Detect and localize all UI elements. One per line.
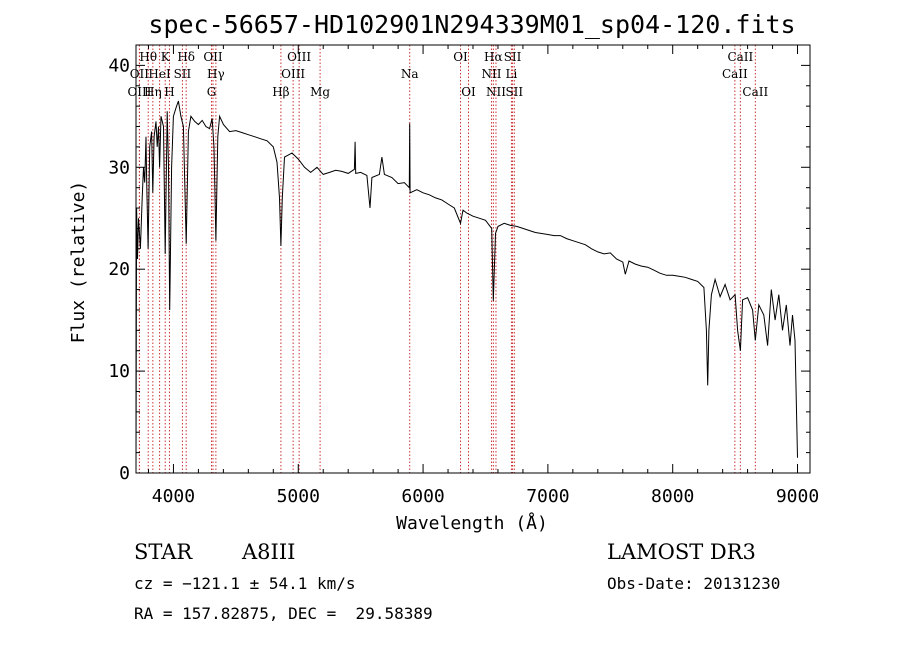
observation-date: Obs-Date: 20131230 (607, 574, 781, 593)
spectral-line-label: OI (461, 85, 476, 99)
redshift-velocity: cz = −121.1 ± 54.1 km/s (134, 574, 356, 593)
spectral-line-label: CaII (722, 67, 748, 81)
spectral-line-label: Hβ (272, 85, 289, 99)
x-tick-label: 8000 (651, 486, 694, 507)
x-tick-label: 6000 (401, 486, 444, 507)
spectral-line-markers (138, 45, 756, 473)
survey-name: LAMOST DR3 (607, 540, 756, 564)
spectral-line-label: Li (506, 67, 518, 81)
spectral-line-label: CaII (742, 85, 768, 99)
spectral-line-label: NII (481, 67, 501, 81)
y-tick-label: 20 (108, 259, 130, 280)
ra-dec-coordinates: RA = 157.82875, DEC = 29.58389 (134, 604, 433, 623)
y-tick-label: 10 (108, 361, 130, 382)
spectral-line-label: K (161, 50, 171, 64)
spectral-line-label: Hη (144, 85, 162, 99)
spectral-line-label: Na (401, 67, 419, 81)
spectral-line-label: SII (504, 50, 522, 64)
spectral-line-label: CaII (727, 50, 753, 64)
spectral-line-label: OIII (127, 85, 151, 99)
x-tick-label: 5000 (277, 486, 320, 507)
spectral-line-label: NII (486, 85, 506, 99)
spectral-line-label: OII (203, 50, 223, 64)
spectral-line-label: Hθ (139, 50, 157, 64)
x-tick-label: 4000 (152, 486, 195, 507)
y-axis-ticks: 0 10 20 30 40 (108, 55, 810, 484)
spectral-line-label: Mg (310, 85, 330, 99)
spectral-line-label: Hδ (177, 50, 195, 64)
spectral-line-label: SII (174, 67, 192, 81)
x-axis-ticks: 4000 5000 6000 7000 8000 9000 (147, 45, 819, 507)
spectral-line-label: Hα (484, 50, 503, 64)
spectral-class: A8III (242, 540, 296, 564)
y-tick-label: 30 (108, 157, 130, 178)
spectral-line-label: G (207, 85, 217, 99)
spectral-line-label: OII (130, 67, 150, 81)
flux-series-line (135, 100, 798, 468)
spectral-line-label: OIII (281, 67, 305, 81)
y-tick-label: 0 (119, 463, 130, 484)
x-axis-label: Wavelength (Å) (396, 512, 548, 534)
y-tick-label: 40 (108, 55, 130, 76)
x-tick-label: 7000 (526, 486, 569, 507)
spectral-line-label: HeI (148, 67, 171, 81)
plot-frame (135, 44, 811, 474)
spectral-line-label: OI (453, 50, 468, 64)
spectral-line-label: H (164, 85, 174, 99)
spectral-line-label: OIII (287, 50, 311, 64)
chart-title: spec-56657-HD102901N294339M01_sp04-120.f… (148, 10, 795, 39)
spectral-line-label: SII (505, 85, 523, 99)
spectral-line-label: Hγ (207, 67, 225, 81)
x-tick-label: 9000 (776, 486, 819, 507)
object-type: STAR (134, 540, 193, 564)
y-axis-label: Flux (relative) (68, 181, 89, 344)
